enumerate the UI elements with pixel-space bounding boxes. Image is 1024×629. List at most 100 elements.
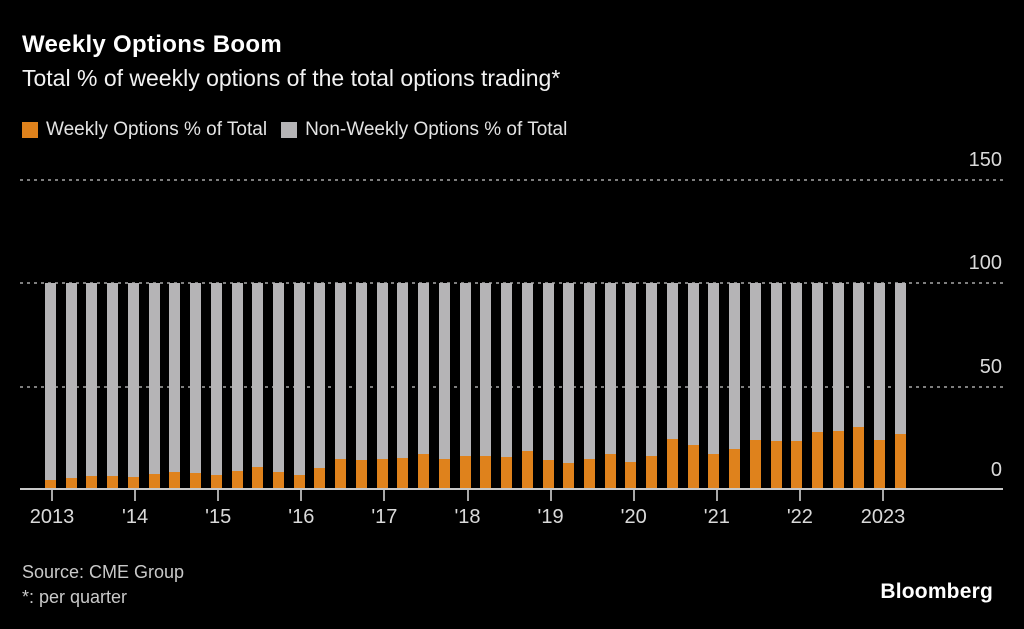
bar-weekly-2018-q2 <box>480 456 492 490</box>
page-title: Weekly Options Boom <box>22 31 282 58</box>
y-tick-label-100: 100 <box>968 252 1002 274</box>
bar-nonweekly-2020-q1 <box>625 283 637 462</box>
bar-weekly-2014-q1 <box>127 477 139 490</box>
bar-weekly-2015-q1 <box>210 475 222 490</box>
bar-nonweekly-2017-q4 <box>438 283 450 459</box>
bar-weekly-2016-q3 <box>335 459 347 490</box>
bar-weekly-2022-q4 <box>853 427 865 490</box>
bar-weekly-2015-q2 <box>231 470 243 490</box>
bar-nonweekly-2019-q1 <box>542 283 554 460</box>
bar-weekly-2016-q1 <box>293 475 305 490</box>
x-tick-label-20: '20 <box>620 506 647 528</box>
bar-weekly-2020-q3 <box>666 439 678 490</box>
bar-weekly-2017-q1 <box>376 459 388 490</box>
bar-weekly-2021-q2 <box>729 448 741 490</box>
bar-nonweekly-2013-q1 <box>45 283 56 481</box>
bar-nonweekly-2017-q3 <box>418 283 430 454</box>
bar-weekly-2022-q1 <box>791 440 803 490</box>
y-tick-label-50: 50 <box>979 355 1002 378</box>
x-tick-18 <box>466 490 469 501</box>
bar-weekly-2022-q2 <box>812 432 823 490</box>
bar-nonweekly-2013-q2 <box>65 283 77 478</box>
bar-nonweekly-2015-q4 <box>273 283 285 473</box>
gridline-150 <box>20 178 1003 181</box>
bar-nonweekly-2023-q2 <box>894 283 906 434</box>
x-tick-17 <box>383 490 386 501</box>
bar-nonweekly-2016-q3 <box>335 283 347 460</box>
legend-label: Non-Weekly Options % of Total <box>305 119 568 140</box>
bar-nonweekly-2020-q2 <box>646 283 658 456</box>
x-tick-19 <box>549 490 552 501</box>
bar-weekly-2023-q1 <box>874 440 886 490</box>
bar-weekly-2014-q2 <box>148 474 160 490</box>
legend-swatch <box>281 122 298 138</box>
bar-weekly-2020-q4 <box>687 445 699 490</box>
bar-weekly-2021-q3 <box>749 439 761 490</box>
bar-nonweekly-2016-q2 <box>314 283 326 469</box>
legend-swatch <box>22 122 38 138</box>
bar-weekly-2017-q4 <box>438 458 450 490</box>
bar-weekly-2014-q4 <box>190 473 202 490</box>
bar-weekly-2019-q2 <box>563 462 575 490</box>
bar-nonweekly-2021-q2 <box>729 283 741 449</box>
bar-nonweekly-2015-q3 <box>252 283 264 468</box>
x-tick-label-18: '18 <box>454 506 481 528</box>
x-tick-label-17: '17 <box>371 506 398 528</box>
bar-weekly-2020-q1 <box>625 461 637 490</box>
legend-label: Weekly Options % of Total <box>46 119 268 140</box>
bar-weekly-2013-q2 <box>65 477 77 490</box>
bar-nonweekly-2022-q2 <box>812 283 823 433</box>
bar-weekly-2013-q1 <box>45 480 56 490</box>
bar-nonweekly-2014-q2 <box>148 283 160 475</box>
bar-weekly-2015-q4 <box>273 472 285 490</box>
x-tick-16 <box>300 490 303 501</box>
bar-nonweekly-2014-q3 <box>169 283 181 473</box>
x-tick-2023 <box>882 490 884 501</box>
bloomberg-logo: Bloomberg <box>880 580 993 603</box>
y-tick-label-150: 150 <box>968 148 1002 171</box>
bar-nonweekly-2019-q2 <box>563 283 575 463</box>
bar-nonweekly-2016-q1 <box>293 283 305 476</box>
bar-weekly-2019-q1 <box>542 459 554 490</box>
bar-nonweekly-2013-q3 <box>86 283 98 477</box>
bar-weekly-2013-q3 <box>86 476 98 490</box>
x-tick-20 <box>632 490 635 501</box>
x-tick-14 <box>134 490 137 501</box>
bar-nonweekly-2015-q1 <box>210 283 222 476</box>
bar-weekly-2021-q4 <box>770 440 782 490</box>
chart-subtitle: Total % of weekly options of the total o… <box>22 65 561 91</box>
x-tick-label-14: '14 <box>122 506 149 528</box>
bar-weekly-2022-q3 <box>832 431 844 490</box>
bar-nonweekly-2014-q4 <box>190 283 202 474</box>
x-tick-label-2023: 2023 <box>860 506 906 528</box>
x-tick-22 <box>798 490 801 501</box>
bar-weekly-2020-q2 <box>646 455 658 490</box>
bar-nonweekly-2016-q4 <box>355 283 367 460</box>
bar-nonweekly-2018-q3 <box>501 283 513 457</box>
legend: Weekly Options % of Total Non-Weekly Opti… <box>22 119 567 141</box>
bar-nonweekly-2014-q1 <box>127 283 139 478</box>
bar-nonweekly-2018-q1 <box>459 283 471 456</box>
bar-weekly-2017-q2 <box>397 457 409 490</box>
bar-nonweekly-2017-q1 <box>376 283 388 460</box>
bar-nonweekly-2015-q2 <box>231 283 243 471</box>
bar-nonweekly-2018-q2 <box>480 283 492 457</box>
bar-nonweekly-2022-q3 <box>832 283 844 432</box>
bar-nonweekly-2023-q1 <box>874 283 886 441</box>
bar-nonweekly-2013-q4 <box>107 283 119 476</box>
bar-weekly-2013-q4 <box>107 475 119 490</box>
x-axis-line <box>20 488 1003 490</box>
bar-weekly-2014-q3 <box>169 472 181 490</box>
bar-weekly-2015-q3 <box>252 467 264 490</box>
x-tick-label-22: '22 <box>786 506 813 528</box>
source-note: Source: CME Group <box>22 562 185 582</box>
x-tick-label-19: '19 <box>537 506 564 528</box>
bar-nonweekly-2017-q2 <box>397 283 409 458</box>
legend-item-non-weekly-options-of-total: Non-Weekly Options % of Total <box>281 119 567 141</box>
bar-nonweekly-2019-q4 <box>604 283 616 454</box>
bar-weekly-2016-q4 <box>355 459 367 490</box>
bar-weekly-2019-q4 <box>604 453 616 490</box>
x-tick-label-2013: 2013 <box>29 506 75 528</box>
bar-weekly-2018-q1 <box>459 455 471 490</box>
bar-weekly-2018-q3 <box>501 456 513 490</box>
